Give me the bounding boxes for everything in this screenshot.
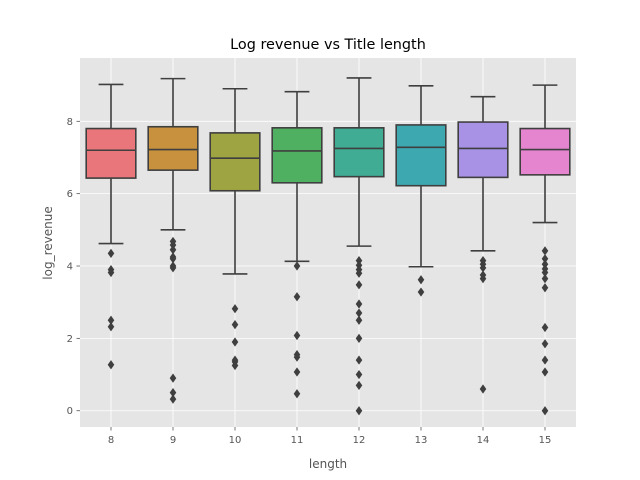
outlier-point: [541, 283, 549, 293]
outlier-point: [231, 304, 239, 314]
box-iqr: [457, 121, 509, 179]
chart-title: Log revenue vs Title length: [230, 37, 426, 53]
outlier-point: [479, 384, 487, 394]
outlier-point: [541, 322, 549, 333]
outlier-point: [107, 322, 115, 332]
box-iqr: [209, 132, 261, 192]
outlier-point: [541, 406, 549, 416]
y-tick-label: 0: [67, 406, 73, 417]
outlier-point: [355, 280, 363, 290]
outlier-point: [169, 394, 177, 404]
outlier-point: [169, 240, 177, 250]
y-tick-label: 6: [67, 189, 73, 200]
box-group-9: [147, 77, 199, 404]
boxes: [85, 77, 571, 416]
outlier-point: [541, 339, 549, 349]
outlier-point: [231, 360, 239, 371]
y-axis-title: log_revenue: [41, 206, 55, 279]
box-group-12: [333, 77, 385, 416]
outlier-point: [169, 263, 177, 273]
box-iqr: [333, 127, 385, 178]
x-tick-label: 12: [353, 435, 366, 446]
outlier-point: [107, 267, 115, 278]
outlier-point: [541, 367, 549, 377]
box-iqr: [147, 125, 199, 171]
outlier-point: [293, 367, 301, 377]
outlier-point: [107, 360, 115, 370]
outlier-point: [293, 389, 301, 399]
outlier-point: [231, 337, 239, 347]
outlier-point: [541, 259, 549, 269]
outlier-point: [293, 261, 301, 271]
outlier-point: [541, 267, 549, 278]
outlier-point: [231, 320, 239, 330]
outlier-point: [355, 268, 363, 278]
box-group-8: [85, 83, 137, 370]
axis-ticks: 0 2 4 6 8 8 9 10 11 12 13 14 15: [67, 117, 552, 446]
x-tick-label: 15: [539, 435, 552, 446]
box-iqr: [85, 127, 137, 179]
outlier-point: [293, 330, 301, 341]
y-tick-label: 2: [67, 334, 73, 345]
outlier-point: [417, 275, 425, 285]
outlier-point: [355, 333, 363, 343]
outlier-point: [355, 406, 363, 416]
x-tick-label: 13: [415, 435, 428, 446]
outlier-point: [355, 369, 363, 380]
outlier-point: [541, 254, 549, 264]
outlier-point: [479, 274, 487, 284]
outlier-point: [355, 308, 363, 318]
outlier-point: [169, 373, 177, 383]
outlier-point: [169, 254, 177, 264]
box-group-14: [457, 95, 509, 394]
outlier-point: [169, 245, 177, 255]
outlier-point: [355, 299, 363, 309]
outlier-point: [107, 248, 115, 258]
x-tick-label: 10: [229, 435, 242, 446]
outlier-point: [355, 255, 363, 266]
x-tick-label: 9: [170, 435, 176, 446]
outlier-point: [293, 352, 301, 362]
y-tick-label: 8: [67, 117, 73, 128]
outlier-point: [169, 388, 177, 398]
outlier-point: [541, 355, 549, 365]
x-axis-title: length: [309, 457, 347, 471]
box-group-13: [395, 85, 447, 297]
outlier-point: [417, 287, 425, 297]
outlier-point: [107, 315, 115, 325]
plot-area: [80, 58, 576, 427]
outlier-point: [541, 274, 549, 284]
box-group-10: [209, 87, 261, 371]
outlier-point: [355, 355, 363, 365]
outlier-point: [541, 246, 549, 256]
x-tick-label: 8: [108, 435, 114, 446]
box-group-11: [271, 90, 323, 399]
box-iqr: [519, 127, 571, 176]
y-tick-label: 4: [67, 262, 73, 273]
box-iqr: [395, 124, 447, 187]
outlier-point: [479, 263, 487, 273]
box-iqr: [271, 127, 323, 184]
x-tick-label: 14: [477, 435, 490, 446]
outlier-point: [355, 315, 363, 325]
box-group-15: [519, 84, 571, 416]
outlier-point: [355, 380, 363, 390]
x-tick-label: 11: [291, 435, 304, 446]
outlier-point: [293, 292, 301, 302]
